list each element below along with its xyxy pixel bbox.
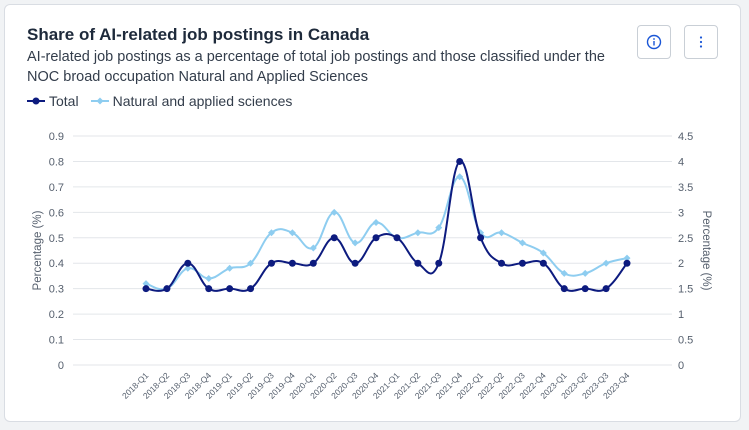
y-tick-label: 0.3 (49, 284, 64, 296)
data-point-nas (330, 208, 338, 216)
y2-tick-label: 1 (678, 309, 684, 321)
data-point-total (247, 285, 255, 293)
data-point-nas (247, 259, 255, 267)
y-tick-label: 0.4 (49, 258, 64, 270)
chart-legend: Total Natural and applied sciences (27, 93, 304, 109)
data-point-nas (351, 239, 359, 247)
data-point-nas (184, 264, 192, 272)
data-point-total (309, 259, 317, 267)
data-point-total (414, 259, 422, 267)
data-point-total (163, 285, 171, 293)
data-point-total (456, 157, 464, 165)
data-point-nas (309, 244, 317, 252)
data-point-total (330, 234, 338, 242)
data-point-total (205, 285, 213, 293)
legend-label-nas: Natural and applied sciences (112, 93, 293, 109)
data-point-total (581, 285, 589, 293)
data-point-nas (142, 280, 150, 288)
data-point-nas (498, 229, 506, 237)
y2-tick-label: 0 (678, 360, 684, 372)
vertical-dots-icon (699, 36, 703, 48)
data-point-nas (435, 224, 443, 232)
data-point-nas (581, 269, 589, 277)
y-tick-label: 0 (58, 360, 64, 372)
data-point-total (518, 259, 526, 267)
series-line-total (145, 160, 628, 292)
data-point-nas (623, 254, 631, 262)
y2-tick-label: 1.5 (678, 284, 693, 296)
data-point-nas (456, 173, 464, 181)
y-tick-label: 0.7 (49, 182, 64, 194)
data-point-nas (372, 219, 380, 227)
data-point-total (267, 259, 275, 267)
data-point-nas (226, 264, 234, 272)
info-button[interactable] (637, 25, 671, 59)
chart-title: Share of AI-related job postings in Cana… (27, 25, 370, 44)
data-point-total (393, 234, 401, 242)
y-tick-label: 0.9 (49, 131, 64, 143)
more-options-button[interactable] (684, 25, 718, 59)
data-point-total (351, 259, 359, 267)
data-point-total (372, 234, 380, 242)
data-point-nas (539, 249, 547, 257)
data-point-nas (288, 229, 296, 237)
data-point-total (623, 259, 631, 267)
data-point-nas (414, 229, 422, 237)
y2-tick-label: 2.5 (678, 233, 693, 245)
info-icon (646, 34, 662, 50)
y2-tick-label: 0.5 (678, 335, 693, 347)
legend-item-total[interactable]: Total (27, 93, 79, 109)
y2-axis-title: Percentage (%) (700, 211, 712, 291)
data-point-nas (518, 239, 526, 247)
y-axis-title: Percentage (%) (32, 210, 44, 290)
chart-subtitle: AI-related job postings as a percentage … (27, 49, 605, 85)
y-tick-label: 0.6 (49, 207, 64, 219)
y2-tick-label: 3 (678, 207, 684, 219)
data-point-total (498, 259, 506, 267)
legend-marker-total (27, 97, 45, 105)
data-point-total (539, 259, 547, 267)
data-point-total (477, 234, 485, 242)
y-tick-label: 0.5 (49, 233, 64, 245)
data-point-total (226, 285, 234, 293)
data-point-nas (602, 259, 610, 267)
data-point-total (560, 285, 568, 293)
data-point-total (184, 259, 192, 267)
data-point-nas (560, 269, 568, 277)
legend-marker-nas (90, 97, 109, 105)
data-point-total (142, 285, 150, 293)
y-tick-label: 0.2 (49, 309, 64, 321)
legend-label-total: Total (49, 93, 79, 109)
data-point-total (435, 259, 443, 267)
y2-tick-label: 4.5 (678, 131, 693, 143)
data-point-nas (267, 229, 275, 237)
y2-tick-label: 2 (678, 258, 684, 270)
legend-item-nas[interactable]: Natural and applied sciences (90, 93, 293, 109)
data-point-total (288, 259, 296, 267)
y-tick-label: 0.1 (49, 335, 64, 347)
y2-tick-label: 4 (678, 156, 684, 168)
y-tick-label: 0.8 (49, 156, 64, 168)
y2-tick-label: 3.5 (678, 182, 693, 194)
chart-card: Share of AI-related job postings in Cana… (4, 4, 741, 422)
data-point-total (602, 285, 610, 293)
data-point-nas (205, 274, 213, 282)
